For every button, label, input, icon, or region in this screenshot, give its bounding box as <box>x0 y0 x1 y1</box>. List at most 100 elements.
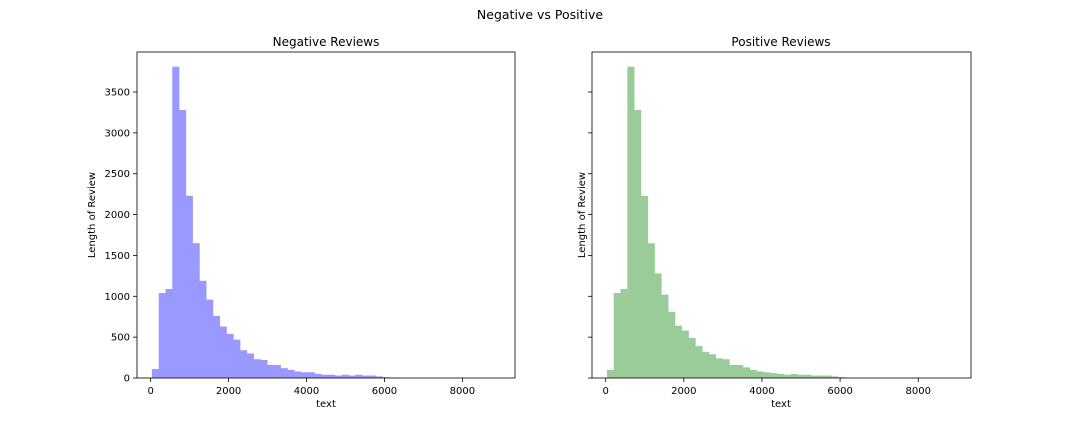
histogram-bar <box>742 367 751 378</box>
y-axis-ticks: 0 500 1000 1500 2000 2500 3000 3500 <box>105 88 137 385</box>
histogram-bar <box>341 374 349 378</box>
plot-frame <box>136 51 516 379</box>
histogram-bar <box>158 293 166 378</box>
histogram-bar <box>634 110 642 378</box>
histogram-bar <box>729 364 737 378</box>
figure-suptitle: Negative vs Positive <box>477 7 603 22</box>
histogram-bar <box>287 369 295 378</box>
y-tick-label: 2500 <box>105 169 130 180</box>
histogram-bar <box>770 373 778 378</box>
histogram-bar <box>321 374 329 378</box>
histogram-bar <box>192 243 200 378</box>
x-tick-label: 8000 <box>450 386 475 397</box>
histogram-bar <box>756 371 764 378</box>
histogram-bar <box>702 351 710 378</box>
histogram-bar <box>368 375 376 378</box>
histogram-bar <box>314 373 322 378</box>
y-tick-label: 3000 <box>105 128 130 139</box>
histogram-bar <box>280 368 288 378</box>
histogram-bar <box>355 374 363 378</box>
histogram-bar <box>708 354 717 378</box>
histogram-bar <box>199 280 207 378</box>
histogram-bar <box>654 273 662 378</box>
histogram-bar <box>233 339 241 378</box>
histogram-bar <box>763 372 771 378</box>
histogram-bar <box>335 375 343 378</box>
histogram-bar <box>681 330 689 378</box>
histogram-bar <box>606 369 615 378</box>
histogram-bar <box>185 195 193 378</box>
x-tick-label: 6000 <box>372 386 397 397</box>
histogram-bar <box>382 377 390 378</box>
histogram-bar <box>776 373 785 378</box>
histogram-bar <box>328 374 336 378</box>
histogram-bar <box>810 375 819 378</box>
y-tick-label: 1000 <box>105 292 130 303</box>
histogram-bar <box>212 315 221 378</box>
y-tick-label: 500 <box>111 333 130 344</box>
histogram-bar <box>375 376 383 378</box>
histogram-bar <box>151 369 160 378</box>
histogram-bar <box>240 350 248 378</box>
histogram-bar <box>674 325 683 378</box>
x-tick-label: 2000 <box>671 386 696 397</box>
histogram-bar <box>695 346 703 378</box>
x-tick-label: 4000 <box>749 386 774 397</box>
histogram-bar <box>627 66 635 379</box>
histogram-bar <box>294 371 302 378</box>
y-axis-ticks <box>588 91 592 379</box>
histogram-bar <box>273 364 282 378</box>
histogram-bar <box>267 364 275 378</box>
histogram-bar <box>206 299 214 378</box>
histogram-bar <box>179 110 187 378</box>
histogram-bar <box>838 377 846 378</box>
plot-frame <box>591 51 972 379</box>
chart-title: Positive Reviews <box>731 35 830 49</box>
histogram-bar <box>736 364 744 378</box>
y-tick-label: 3500 <box>105 88 130 99</box>
histogram-bar <box>172 66 180 379</box>
chart-title: Negative Reviews <box>273 35 380 49</box>
x-axis-label: text <box>316 399 336 410</box>
histogram-bars <box>606 66 846 379</box>
histogram-bar <box>253 359 261 378</box>
histogram-bar <box>307 372 315 378</box>
y-axis-label: Length of Review <box>87 172 98 258</box>
histogram-bar <box>824 375 832 378</box>
x-tick-label: 0 <box>147 386 153 397</box>
histogram-bar <box>260 360 268 378</box>
x-tick-label: 6000 <box>827 386 852 397</box>
x-axis-label: text <box>771 399 791 410</box>
x-tick-label: 2000 <box>216 386 241 397</box>
x-tick-label: 4000 <box>294 386 319 397</box>
histogram-bars <box>151 66 397 379</box>
x-tick-label: 0 <box>602 386 608 397</box>
histogram-bar <box>722 359 730 378</box>
histogram-bar <box>715 358 723 378</box>
histogram-bar <box>301 372 309 378</box>
x-tick-label: 8000 <box>906 386 931 397</box>
x-axis-ticks: 0 2000 4000 6000 8000 <box>147 378 475 397</box>
histogram-bar <box>219 326 227 378</box>
chart-negative-reviews: Negative Reviews 0 2000 4000 6000 8000 0 500 1… <box>87 35 516 410</box>
histogram-bar <box>797 374 805 378</box>
histogram-bar <box>640 195 649 378</box>
histogram-bar <box>831 376 839 378</box>
histogram-bar <box>661 294 669 378</box>
histogram-bar <box>749 369 757 378</box>
histogram-bar <box>783 374 791 378</box>
histogram-bar <box>226 333 234 378</box>
histogram-bar <box>688 337 696 378</box>
y-tick-label: 2000 <box>105 210 130 221</box>
y-tick-label: 0 <box>124 374 130 385</box>
chart-positive-reviews: Positive Reviews 0 2000 4000 6000 8000 text … <box>577 35 972 410</box>
y-axis-label: Length of Review <box>577 172 588 258</box>
histogram-bar <box>804 374 812 378</box>
histogram-bar <box>790 373 798 378</box>
histogram-bar <box>613 293 621 378</box>
y-tick-label: 1500 <box>105 251 130 262</box>
histogram-bar <box>348 375 356 378</box>
histogram-bar <box>165 288 173 378</box>
histogram-bar <box>817 375 825 378</box>
